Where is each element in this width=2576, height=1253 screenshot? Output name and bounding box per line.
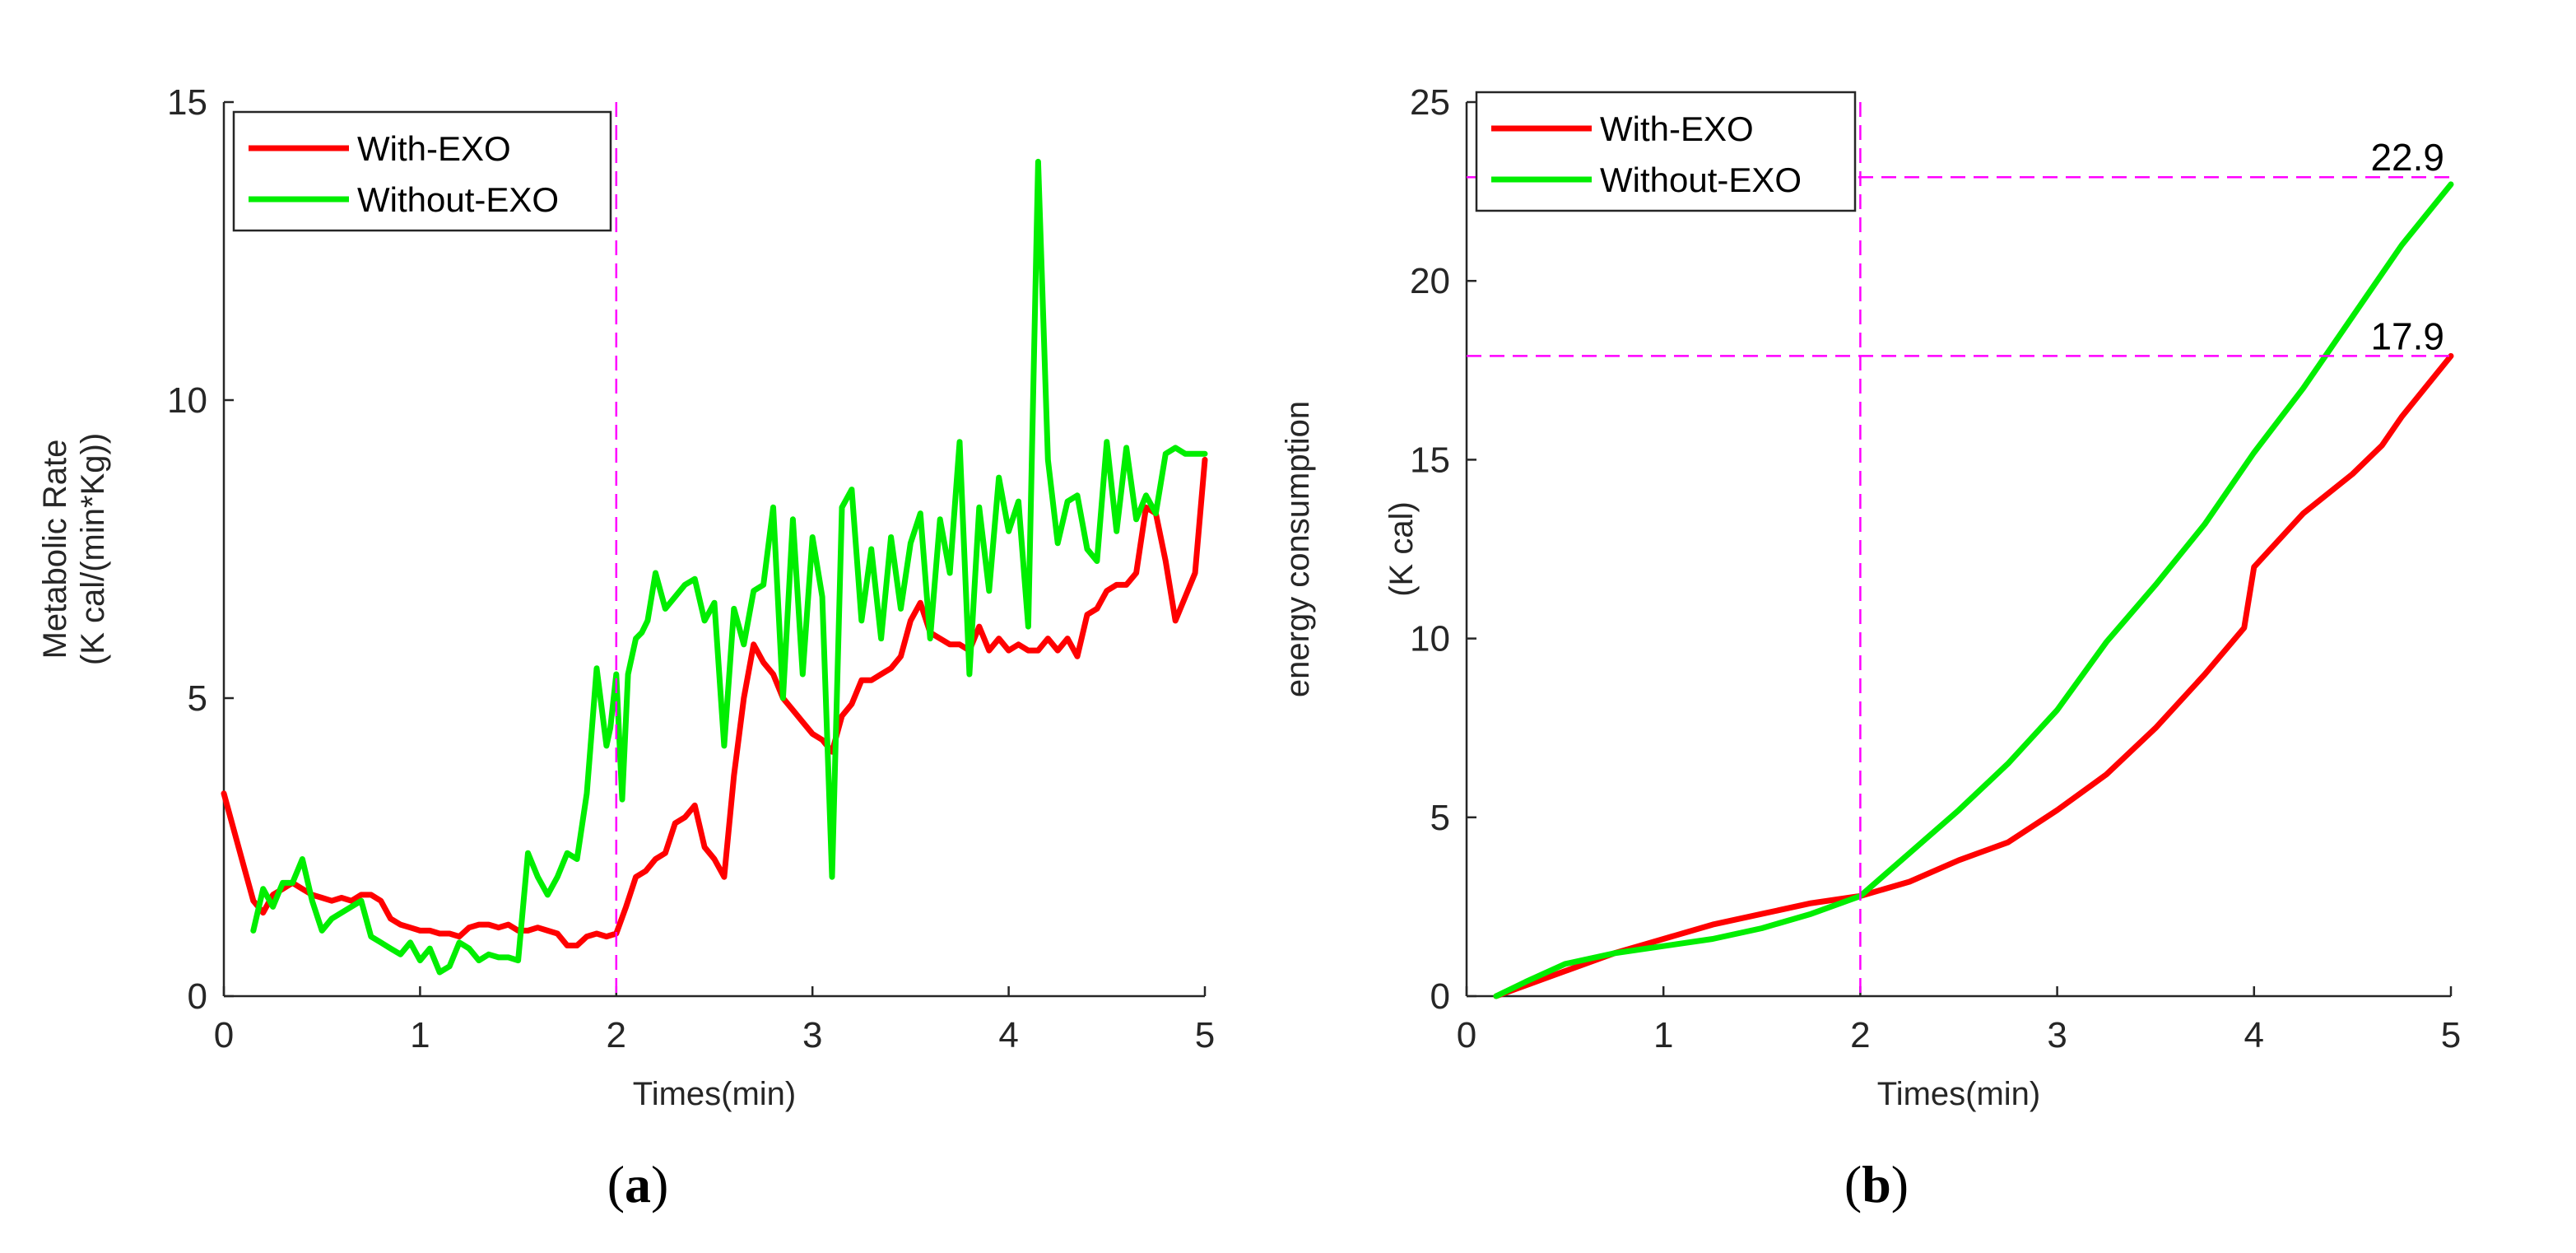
series-line-without-exo xyxy=(250,158,1208,976)
panel-a-chart: 0 1 2 3 4 5 0 5 10 15 Times(min) Metabolic Rate (K c… xyxy=(37,82,1215,1112)
y-axis-title: energy consumption xyxy=(1280,401,1316,697)
y-tick-label: 15 xyxy=(1410,440,1450,480)
y-tick-label: 25 xyxy=(1410,82,1450,123)
legend-label: With-EXO xyxy=(357,129,511,168)
y-tick-label: 10 xyxy=(167,380,207,421)
y-tick-label: 0 xyxy=(188,976,207,1017)
panel-b-chart: 0 1 2 3 4 5 0 5 10 15 20 25 Times(min) energy consump… xyxy=(1280,82,2461,1112)
legend-label: With-EXO xyxy=(1600,109,1754,148)
legend-label: Without-EXO xyxy=(357,180,559,219)
y-tick-label: 0 xyxy=(1430,976,1450,1017)
y-tick-label: 5 xyxy=(1430,798,1450,838)
y-tick-label: 15 xyxy=(167,82,207,123)
x-tick-label: 4 xyxy=(998,1015,1018,1055)
value-annotation: 17.9 xyxy=(2370,314,2444,357)
panel-b-caption: (b) xyxy=(1844,1155,1909,1213)
x-tick-label: 2 xyxy=(1850,1015,1870,1055)
y-tick-label: 5 xyxy=(188,678,207,719)
y-tick-label: 20 xyxy=(1410,261,1450,301)
x-axis-title: Times(min) xyxy=(1877,1076,2041,1112)
y-axis-title: (K cal/(min*Kg)) xyxy=(75,433,111,665)
x-tick-label: 2 xyxy=(607,1015,626,1055)
x-tick-label: 5 xyxy=(1195,1015,1215,1055)
x-tick-label: 3 xyxy=(2047,1015,2067,1055)
x-tick-label: 1 xyxy=(410,1015,430,1055)
y-tick-label: 10 xyxy=(1410,619,1450,659)
x-axis-title: Times(min) xyxy=(633,1076,797,1112)
series-line-without-exo xyxy=(1493,181,2454,999)
y-axis-title: (K cal) xyxy=(1383,501,1420,597)
x-tick-label: 0 xyxy=(214,1015,234,1055)
series-line-with-exo xyxy=(221,456,1208,948)
x-tick-label: 3 xyxy=(802,1015,822,1055)
legend-box xyxy=(232,110,612,232)
x-tick-label: 4 xyxy=(2244,1015,2264,1055)
panel-a-caption: (a) xyxy=(607,1155,669,1213)
legend-box xyxy=(1475,91,1857,212)
y-axis-title: Metabolic Rate xyxy=(37,440,73,659)
value-annotation: 22.9 xyxy=(2370,136,2444,179)
x-tick-label: 5 xyxy=(2441,1015,2461,1055)
x-tick-label: 0 xyxy=(1457,1015,1476,1055)
x-tick-label: 1 xyxy=(1653,1015,1673,1055)
legend-label: Without-EXO xyxy=(1600,161,1802,199)
series-line-with-exo xyxy=(1493,352,2454,999)
